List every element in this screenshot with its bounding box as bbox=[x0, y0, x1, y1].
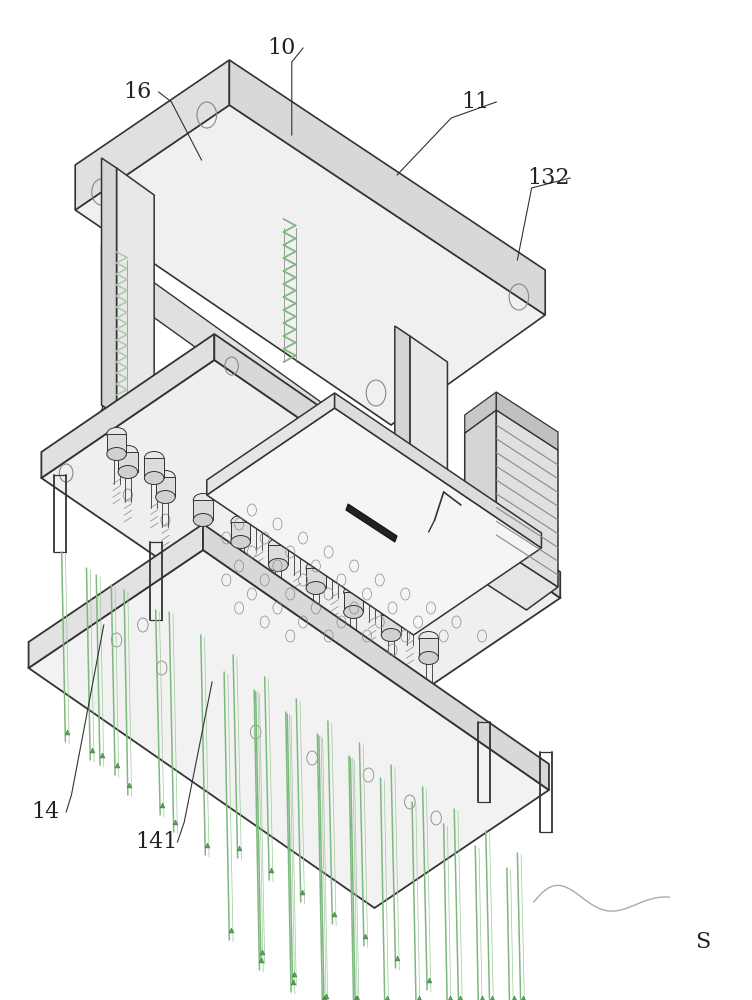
Text: 16: 16 bbox=[123, 81, 152, 103]
Polygon shape bbox=[207, 393, 335, 495]
Ellipse shape bbox=[344, 605, 363, 618]
Ellipse shape bbox=[268, 538, 288, 552]
Ellipse shape bbox=[144, 472, 164, 485]
Polygon shape bbox=[29, 524, 203, 668]
Polygon shape bbox=[41, 360, 560, 715]
Polygon shape bbox=[75, 105, 545, 425]
Ellipse shape bbox=[381, 629, 401, 642]
Ellipse shape bbox=[268, 558, 288, 572]
Ellipse shape bbox=[362, 585, 382, 598]
Polygon shape bbox=[211, 633, 376, 752]
Text: 132: 132 bbox=[528, 167, 570, 189]
Polygon shape bbox=[346, 504, 397, 542]
Polygon shape bbox=[410, 336, 447, 608]
Ellipse shape bbox=[287, 518, 307, 532]
Polygon shape bbox=[207, 408, 541, 635]
Ellipse shape bbox=[156, 471, 175, 484]
Polygon shape bbox=[229, 60, 545, 315]
Polygon shape bbox=[102, 158, 117, 415]
Ellipse shape bbox=[193, 493, 213, 506]
Polygon shape bbox=[496, 410, 558, 587]
Polygon shape bbox=[102, 403, 447, 652]
Ellipse shape bbox=[107, 448, 126, 460]
Text: 14: 14 bbox=[31, 801, 59, 823]
Polygon shape bbox=[102, 245, 395, 490]
Polygon shape bbox=[400, 595, 420, 615]
Ellipse shape bbox=[325, 542, 344, 554]
Polygon shape bbox=[306, 568, 326, 588]
Polygon shape bbox=[29, 550, 549, 908]
Polygon shape bbox=[193, 500, 213, 520]
Polygon shape bbox=[107, 434, 126, 454]
Polygon shape bbox=[362, 572, 382, 592]
Polygon shape bbox=[325, 548, 344, 568]
Ellipse shape bbox=[231, 516, 250, 528]
Polygon shape bbox=[395, 326, 410, 582]
Ellipse shape bbox=[144, 452, 164, 464]
Polygon shape bbox=[173, 418, 211, 692]
Ellipse shape bbox=[118, 466, 138, 479]
Ellipse shape bbox=[156, 490, 175, 504]
Polygon shape bbox=[335, 393, 541, 548]
Polygon shape bbox=[465, 392, 496, 433]
Polygon shape bbox=[268, 545, 288, 565]
Text: S: S bbox=[696, 931, 711, 953]
Ellipse shape bbox=[231, 536, 250, 548]
Polygon shape bbox=[117, 168, 154, 442]
Ellipse shape bbox=[381, 608, 401, 621]
Polygon shape bbox=[203, 524, 549, 790]
Polygon shape bbox=[419, 638, 438, 658]
Ellipse shape bbox=[193, 514, 213, 526]
Polygon shape bbox=[231, 522, 250, 542]
Polygon shape bbox=[250, 500, 269, 520]
Ellipse shape bbox=[400, 588, 420, 601]
Ellipse shape bbox=[250, 514, 269, 526]
Ellipse shape bbox=[419, 632, 438, 645]
Ellipse shape bbox=[344, 585, 363, 598]
Text: 10: 10 bbox=[268, 37, 296, 59]
Ellipse shape bbox=[306, 582, 326, 594]
Polygon shape bbox=[214, 334, 560, 598]
Polygon shape bbox=[465, 410, 496, 570]
Ellipse shape bbox=[419, 652, 438, 665]
Text: 11: 11 bbox=[461, 91, 490, 113]
Polygon shape bbox=[173, 633, 338, 752]
Ellipse shape bbox=[250, 493, 269, 506]
Polygon shape bbox=[381, 615, 401, 635]
Ellipse shape bbox=[400, 608, 420, 621]
Ellipse shape bbox=[107, 427, 126, 440]
Polygon shape bbox=[118, 452, 138, 472]
Ellipse shape bbox=[118, 446, 138, 458]
Ellipse shape bbox=[325, 562, 344, 574]
Ellipse shape bbox=[287, 538, 307, 552]
Ellipse shape bbox=[306, 562, 326, 574]
Text: 141: 141 bbox=[135, 831, 177, 853]
Polygon shape bbox=[496, 392, 558, 450]
Polygon shape bbox=[102, 245, 117, 410]
Polygon shape bbox=[344, 592, 363, 612]
Polygon shape bbox=[287, 525, 307, 545]
Polygon shape bbox=[41, 334, 214, 478]
Polygon shape bbox=[338, 506, 376, 778]
Polygon shape bbox=[144, 458, 164, 478]
Polygon shape bbox=[465, 547, 558, 610]
Polygon shape bbox=[75, 60, 229, 210]
Polygon shape bbox=[102, 375, 154, 438]
Ellipse shape bbox=[362, 566, 382, 578]
Polygon shape bbox=[156, 477, 175, 497]
